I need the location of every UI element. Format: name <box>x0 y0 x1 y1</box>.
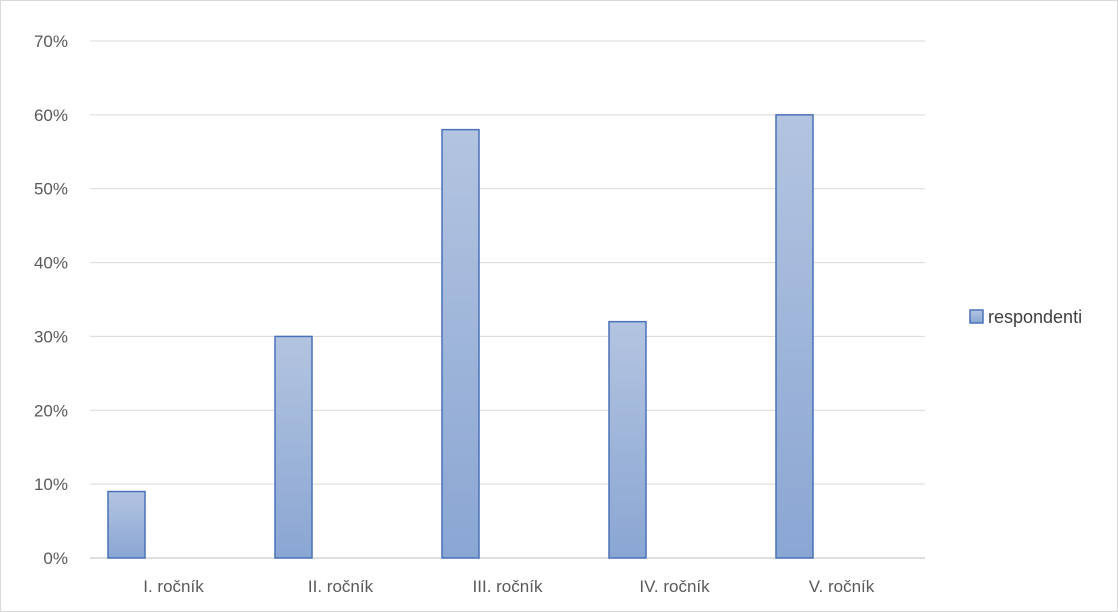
y-tick-label: 50% <box>34 180 68 199</box>
y-tick-label: 30% <box>34 327 68 346</box>
bar <box>608 320 647 559</box>
y-tick-label: 60% <box>34 106 68 125</box>
y-axis-ticks: 0% 10% 20% 30% 40% 50% 60% 70% <box>34 32 68 568</box>
bar <box>775 114 814 559</box>
bar <box>441 128 480 559</box>
x-tick-label: I. ročník <box>143 577 204 596</box>
y-tick-label: 20% <box>34 401 68 420</box>
x-tick-label: II. ročník <box>308 577 374 596</box>
bar <box>107 490 146 559</box>
y-tick-label: 0% <box>43 549 68 568</box>
legend-swatch <box>969 309 984 324</box>
y-tick-label: 40% <box>34 254 68 273</box>
y-tick-label: 10% <box>34 475 68 494</box>
x-tick-label: V. ročník <box>809 577 875 596</box>
legend: respondenti <box>969 307 1082 327</box>
y-tick-label: 70% <box>34 32 68 51</box>
bars <box>107 114 814 559</box>
x-tick-label: III. ročník <box>473 577 543 596</box>
legend-label: respondenti <box>988 307 1082 327</box>
bar <box>274 335 313 559</box>
x-axis-ticks: I. ročník II. ročník III. ročník IV. ročník… <box>143 577 874 596</box>
x-tick-label: IV. ročník <box>639 577 710 596</box>
